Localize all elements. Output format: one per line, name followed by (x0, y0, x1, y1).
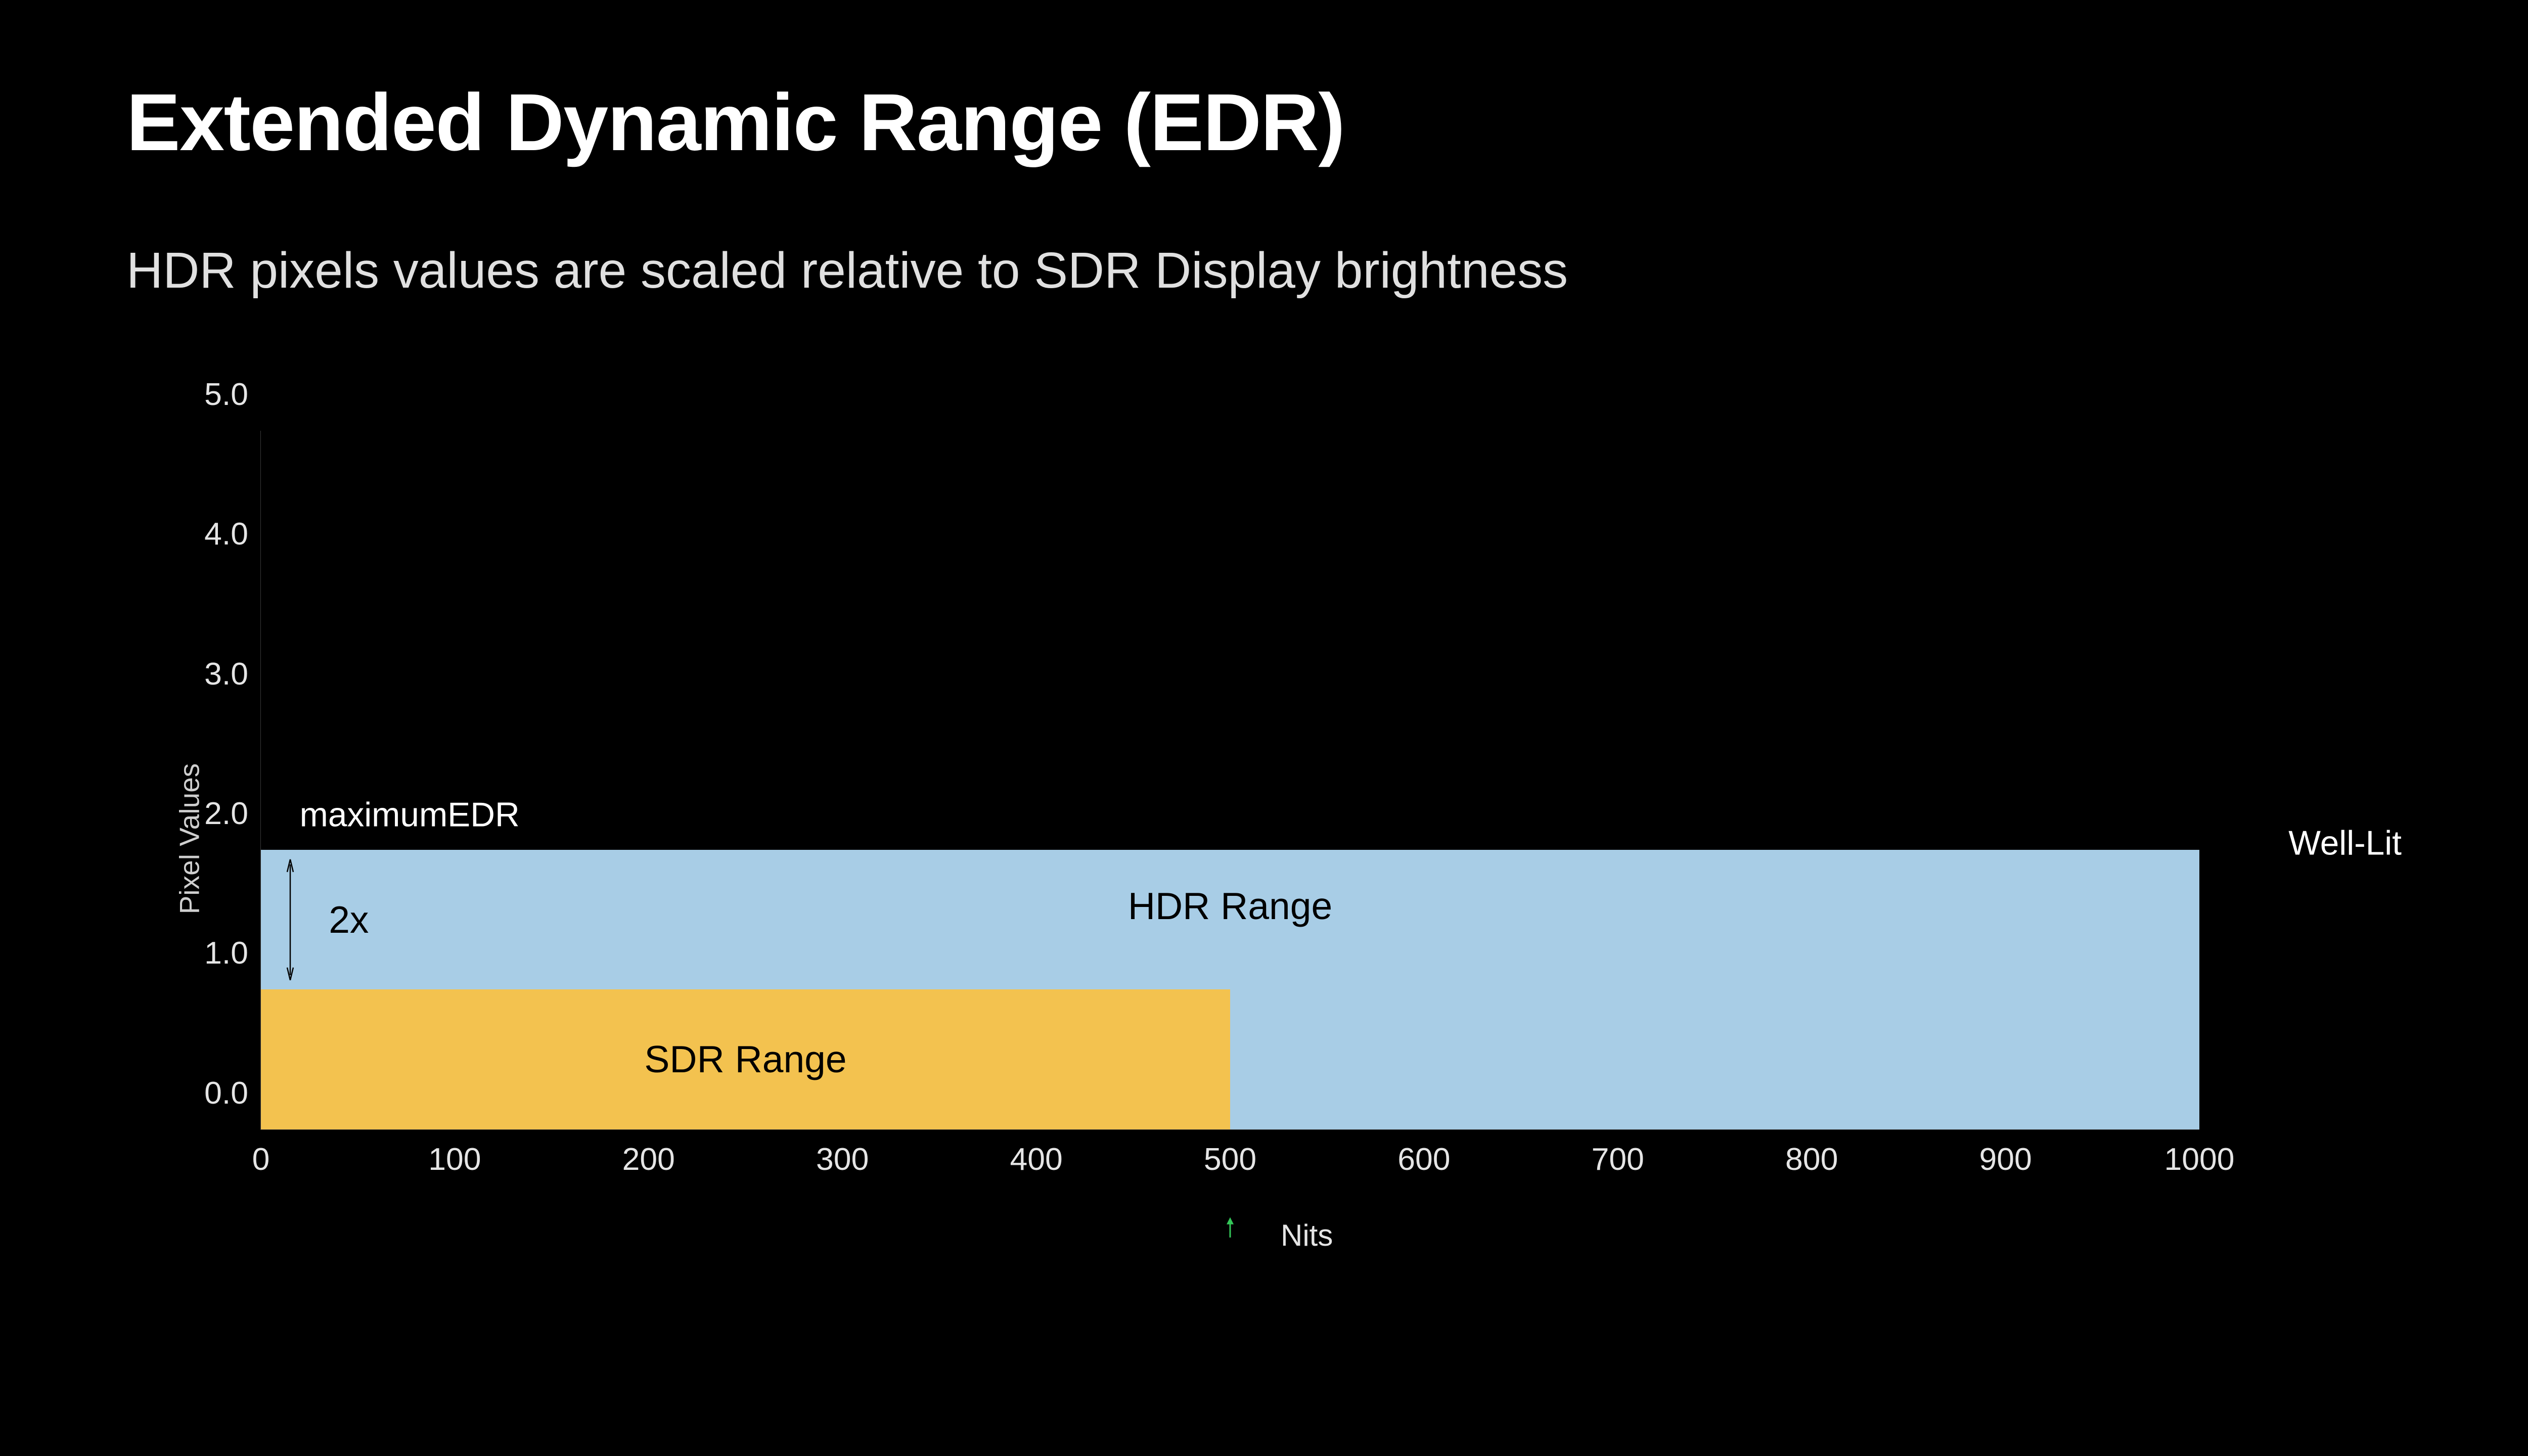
x-tick: 500 (1204, 1141, 1256, 1177)
slide-title: Extended Dynamic Range (EDR) (126, 76, 2402, 169)
x-tick: 600 (1397, 1141, 1450, 1177)
x-tick: 800 (1785, 1141, 1838, 1177)
plot: 0.01.02.03.04.05.00100200300400500600700… (260, 431, 2402, 1129)
y-tick: 3.0 (172, 656, 248, 692)
x-tick: 200 (622, 1141, 675, 1177)
plot-area: 0.01.02.03.04.05.00100200300400500600700… (260, 431, 2199, 1129)
y-tick: 2.0 (172, 795, 248, 832)
x-tick: 1000 (2164, 1141, 2234, 1177)
x-tick: 700 (1592, 1141, 1644, 1177)
y-tick: 5.0 (172, 376, 248, 413)
x-tick: 400 (1010, 1141, 1062, 1177)
slide-subtitle: HDR pixels values are scaled relative to… (126, 242, 2402, 300)
chart: Pixel Values 0.01.02.03.04.05.0010020030… (126, 431, 2402, 1246)
x-tick: 0 (252, 1141, 270, 1177)
slide: Extended Dynamic Range (EDR) HDR pixels … (0, 0, 2528, 1456)
nits-arrow-icon (1226, 1195, 1235, 1260)
x-axis-label: Nits (1281, 1218, 1333, 1253)
y-tick: 4.0 (172, 516, 248, 552)
y-tick: 0.0 (172, 1075, 248, 1111)
sdr-range-label: SDR Range (644, 1037, 846, 1081)
double-arrow-icon (286, 857, 294, 983)
y-axis-label: Pixel Values (173, 763, 205, 914)
annotation-maximum-edr: maximumEDR (300, 795, 520, 834)
x-tick: 900 (1979, 1141, 2032, 1177)
x-tick: 300 (816, 1141, 869, 1177)
annotation-multiplier: 2x (329, 898, 369, 941)
side-label-well-lit: Well-Lit (2288, 824, 2402, 862)
x-tick: 100 (428, 1141, 481, 1177)
y-tick: 1.0 (172, 935, 248, 971)
hdr-range-label: HDR Range (1128, 884, 1332, 928)
